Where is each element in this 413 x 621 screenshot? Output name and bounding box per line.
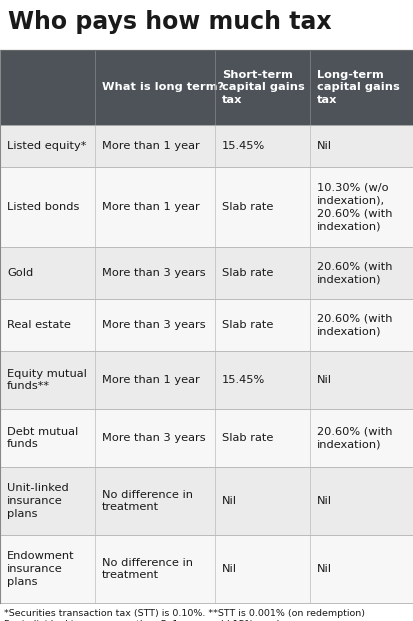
- Text: 10.30% (w/o
indexation),
20.60% (with
indexation): 10.30% (w/o indexation), 20.60% (with in…: [316, 183, 392, 231]
- Bar: [309, 409, 413, 467]
- Bar: [0, 50, 95, 125]
- Text: 20.60% (with
indexation): 20.60% (with indexation): [316, 314, 392, 337]
- Bar: [214, 299, 309, 351]
- Bar: [0, 535, 95, 603]
- Bar: [214, 351, 309, 409]
- Bar: [95, 125, 214, 167]
- Bar: [214, 247, 309, 299]
- Text: Nil: Nil: [316, 496, 331, 506]
- Bar: [309, 351, 413, 409]
- Bar: [95, 50, 214, 125]
- Bar: [214, 409, 309, 467]
- Text: Slab rate: Slab rate: [221, 268, 273, 278]
- Text: Short-term
capital gains
tax: Short-term capital gains tax: [221, 70, 304, 106]
- Text: More than 1 year: More than 1 year: [102, 375, 199, 385]
- Text: More than 1 year: More than 1 year: [102, 141, 199, 151]
- Text: Listed equity*: Listed equity*: [7, 141, 86, 151]
- Text: Nil: Nil: [316, 564, 331, 574]
- Bar: [95, 247, 214, 299]
- Bar: [95, 467, 214, 535]
- Bar: [0, 125, 95, 167]
- Bar: [309, 125, 413, 167]
- Text: Equity mutual
funds**: Equity mutual funds**: [7, 369, 87, 391]
- Bar: [309, 467, 413, 535]
- Text: 20.60% (with
indexation): 20.60% (with indexation): [316, 261, 392, 284]
- Text: 20.60% (with
indexation): 20.60% (with indexation): [316, 427, 392, 450]
- Bar: [309, 247, 413, 299]
- Bar: [95, 167, 214, 247]
- Bar: [0, 299, 95, 351]
- Text: More than 1 year: More than 1 year: [102, 202, 199, 212]
- Bar: [0, 247, 95, 299]
- Text: Slab rate: Slab rate: [221, 202, 273, 212]
- Bar: [309, 50, 413, 125]
- Bar: [0, 167, 95, 247]
- Bar: [0, 467, 95, 535]
- Text: More than 3 years: More than 3 years: [102, 433, 205, 443]
- Text: No difference in
treatment: No difference in treatment: [102, 489, 192, 512]
- Text: More than 3 years: More than 3 years: [102, 320, 205, 330]
- Text: Long-term
capital gains
tax: Long-term capital gains tax: [316, 70, 399, 106]
- Bar: [0, 409, 95, 467]
- Text: Nil: Nil: [221, 496, 236, 506]
- Text: Slab rate: Slab rate: [221, 320, 273, 330]
- Text: Unit-linked
insurance
plans: Unit-linked insurance plans: [7, 483, 69, 519]
- Bar: [309, 299, 413, 351]
- Text: Nil: Nil: [316, 375, 331, 385]
- Text: For individual income more than Rs1 crore, add 15% surcharge: For individual income more than Rs1 cror…: [4, 620, 304, 621]
- Bar: [95, 351, 214, 409]
- Text: Real estate: Real estate: [7, 320, 71, 330]
- Bar: [214, 167, 309, 247]
- Bar: [95, 299, 214, 351]
- Text: Gold: Gold: [7, 268, 33, 278]
- Text: Endowment
insurance
plans: Endowment insurance plans: [7, 551, 74, 587]
- Bar: [214, 125, 309, 167]
- Bar: [309, 167, 413, 247]
- Bar: [0, 351, 95, 409]
- Text: More than 3 years: More than 3 years: [102, 268, 205, 278]
- Text: What is long term?: What is long term?: [102, 83, 223, 93]
- Bar: [95, 535, 214, 603]
- Text: *Securities transaction tax (STT) is 0.10%. **STT is 0.001% (on redemption): *Securities transaction tax (STT) is 0.1…: [4, 609, 364, 618]
- Bar: [214, 467, 309, 535]
- Text: 15.45%: 15.45%: [221, 141, 265, 151]
- Bar: [214, 535, 309, 603]
- Text: 15.45%: 15.45%: [221, 375, 265, 385]
- Text: No difference in
treatment: No difference in treatment: [102, 558, 192, 581]
- Text: Who pays how much tax: Who pays how much tax: [8, 10, 331, 34]
- Text: Nil: Nil: [221, 564, 236, 574]
- Text: Debt mutual
funds: Debt mutual funds: [7, 427, 78, 450]
- Text: Nil: Nil: [316, 141, 331, 151]
- Text: Listed bonds: Listed bonds: [7, 202, 79, 212]
- Bar: [95, 409, 214, 467]
- Bar: [309, 535, 413, 603]
- Bar: [214, 50, 309, 125]
- Text: Slab rate: Slab rate: [221, 433, 273, 443]
